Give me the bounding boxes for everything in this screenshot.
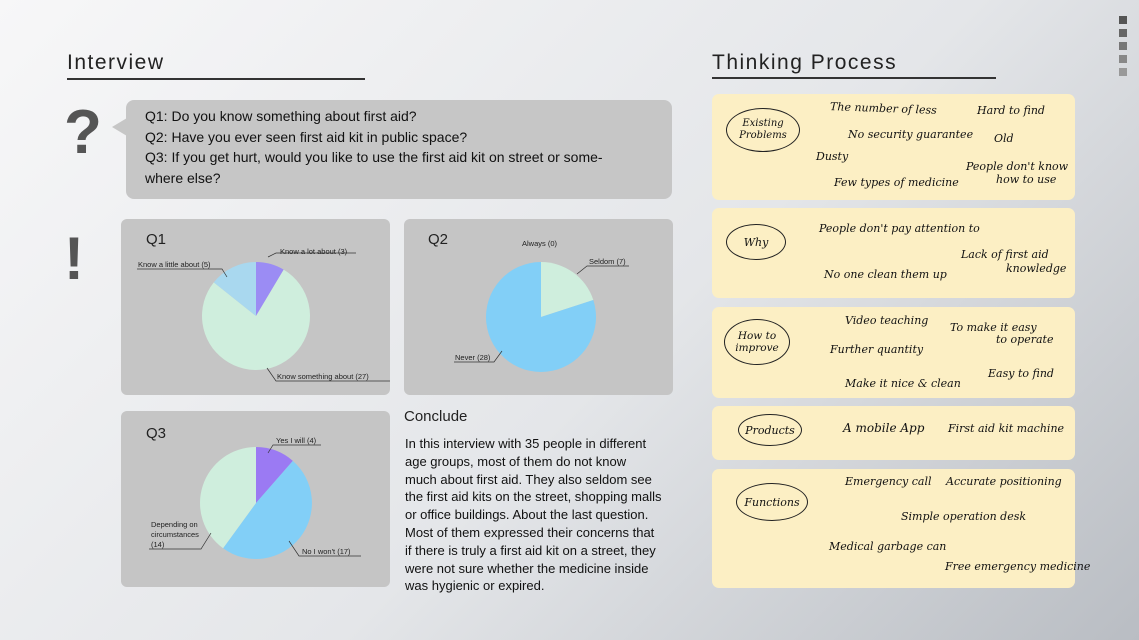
conclude-line: were not sure whether the medicine insid… <box>405 560 649 576</box>
q3-pie-chart: Yes I will (4) No I won't (17) Depending… <box>149 436 361 559</box>
note-text: Lack of first aid <box>961 248 1049 261</box>
question-mark-icon: ? <box>64 98 102 167</box>
pie-slice-1-0 <box>256 262 284 316</box>
q3-chart-panel: Q3 Yes I will (4) No I won't (17) Depend… <box>121 411 390 587</box>
note-text: Few types of medicine <box>834 176 959 189</box>
functions-oval: Functions <box>736 483 808 521</box>
note-text: Old <box>994 132 1014 145</box>
thinking-title: Thinking Process <box>712 51 898 74</box>
conclude-line: much about first aid. They also seldom s… <box>405 471 652 487</box>
pie-slice-1-1 <box>202 269 311 370</box>
note-text: Emergency call <box>845 475 932 488</box>
note-text: Medical garbage can <box>829 540 947 553</box>
q3-label-no: No I won't (17) <box>302 547 351 556</box>
q2-chart-panel: Q2 Always (0) Seldom (7) Never (28) <box>404 219 673 395</box>
q3-label-depending-2: circumstances <box>151 530 199 539</box>
note-text: Video teaching <box>845 314 929 327</box>
q1-label-a-lot: Know a lot about (3) <box>280 247 348 256</box>
conclude-text: In this interview with 35 people in diff… <box>405 435 695 595</box>
note-text: Further quantity <box>830 343 924 356</box>
conclude-line: was hygienic or expired. <box>405 578 545 594</box>
pie-slice-3-2 <box>200 447 256 549</box>
note-functions: Functions Emergency call Accurate positi… <box>712 469 1090 588</box>
pie-slice-2-1 <box>541 262 594 317</box>
how-to-improve-oval: How to improve <box>724 319 790 365</box>
question-2: Q2: Have you ever seen first aid kit in … <box>145 128 468 145</box>
q1-title: Q1 <box>146 231 167 248</box>
interview-title-rule <box>67 78 365 80</box>
note-text: how to use <box>996 173 1057 186</box>
q2-title: Q2 <box>428 231 449 248</box>
question-3: Q3: If you get hurt, would you like to u… <box>145 149 603 165</box>
exclamation-mark-icon: ! <box>64 225 84 292</box>
note-text: knowledge <box>1006 262 1067 275</box>
q2-label-always: Always (0) <box>522 239 558 248</box>
conclude-line: or office buildings. About the last ques… <box>405 507 649 523</box>
pie-slice-2-2 <box>486 262 597 372</box>
products-oval: Products <box>738 414 802 446</box>
q3-title: Q3 <box>146 425 167 442</box>
q3-label-yes: Yes I will (4) <box>276 436 317 445</box>
pie-slice-3-0 <box>256 447 293 503</box>
note-text: Hard to find <box>977 104 1045 117</box>
note-why: Why People don't pay attention to Lack o… <box>712 208 1075 298</box>
conclude-line: if there is truly a first aid kit on a s… <box>405 542 656 558</box>
bubble-pointer <box>112 118 127 136</box>
conclude-line: In this interview with 35 people in diff… <box>405 436 647 451</box>
note-text: No security guarantee <box>848 128 974 141</box>
conclude-line: Most of them expressed their concerns th… <box>405 524 655 540</box>
note-text: First aid kit machine <box>948 422 1065 435</box>
note-existing-problems: Existing Problems The number of less Har… <box>712 94 1075 200</box>
note-text: Dusty <box>816 150 849 163</box>
note-text: Easy to find <box>988 367 1054 380</box>
note-text: Free emergency medicine <box>945 560 1091 573</box>
note-text: Simple operation desk <box>901 510 1027 523</box>
question-3-continued: where else? <box>145 169 221 186</box>
q3-label-depending-3: (14) <box>151 540 165 549</box>
q1-chart-panel: Q1 Know a lot about (3) Know a little ab… <box>121 219 390 395</box>
note-text: A mobile App <box>843 421 925 435</box>
question-1: Q1: Do you know something about first ai… <box>145 108 417 124</box>
note-products: Products A mobile App First aid kit mach… <box>712 406 1075 460</box>
q2-label-never: Never (28) <box>455 353 491 362</box>
q2-label-seldom: Seldom (7) <box>589 257 626 266</box>
why-oval: Why <box>726 224 786 260</box>
note-text: People don't pay attention to <box>819 222 980 235</box>
conclude-title: Conclude <box>404 408 468 425</box>
thinking-title-rule <box>712 77 996 79</box>
existing-problems-oval: Existing Problems <box>726 108 800 152</box>
note-text: Accurate positioning <box>946 475 1062 488</box>
q2-pie-chart: Always (0) Seldom (7) Never (28) <box>454 239 629 372</box>
note-how-to-improve: How to improve Video teaching To make it… <box>712 307 1075 398</box>
pie-slice-3-1 <box>223 460 312 559</box>
note-text: No one clean them up <box>824 268 947 281</box>
q1-pie-chart: Know a lot about (3) Know a little about… <box>137 247 390 382</box>
note-text: Make it nice & clean <box>845 377 961 390</box>
interview-title: Interview <box>67 51 165 74</box>
note-text: People don't know <box>966 160 1069 173</box>
side-decoration <box>1119 16 1128 81</box>
q1-label-something: Know something about (27) <box>277 372 369 381</box>
q1-label-a-little: Know a little about (5) <box>138 260 211 269</box>
note-text: The number of less <box>829 100 938 117</box>
note-text: To make it easy <box>950 321 1037 334</box>
questions-bubble: Q1: Do you know something about first ai… <box>112 100 672 199</box>
note-text: to operate <box>996 333 1054 346</box>
q3-label-depending-1: Depending on <box>151 520 198 529</box>
pie-slice-1-2 <box>213 262 256 316</box>
conclude-line: age groups, most of them do not know <box>405 453 627 469</box>
conclude-line: the first aid kits on the street, shoppi… <box>405 489 662 505</box>
